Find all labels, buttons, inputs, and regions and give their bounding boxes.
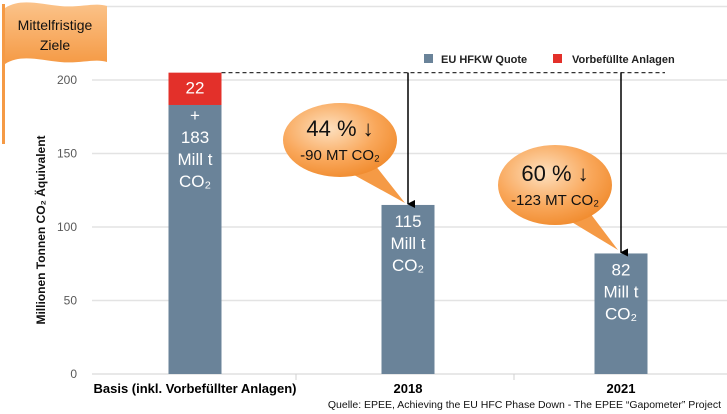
x-tick-label: Basis (inkl. Vorbefüllter Anlagen) (94, 381, 297, 396)
y-tick-label: 0 (70, 367, 77, 381)
callout-bubble (283, 103, 397, 177)
callout-tail (565, 213, 618, 250)
legend: EU HFKW Quote Vorbefüllte Anlagen (424, 54, 675, 66)
source-note: Quelle: EPEE, Achieving the EU HFC Phase… (328, 399, 721, 411)
bar-label: CO₂ (605, 304, 637, 323)
legend-swatch-vorbefuellte-anlagen (553, 54, 562, 63)
callout-bubble (498, 145, 612, 225)
bar-label: 82 (612, 260, 631, 279)
y-axis-label: Millionen Tonnen CO₂ Äquivalent (33, 135, 48, 324)
bar-segment (168, 72, 222, 105)
y-tick-label: 150 (57, 147, 77, 161)
y-tick-label: 100 (57, 220, 77, 234)
flag: Mittelfristige Ziele (2, 2, 107, 144)
flag-label-line2: Ziele (40, 37, 71, 53)
bar-label: Mill t (391, 234, 426, 253)
bar-label-top: 22 (186, 79, 205, 98)
callout-amount: -90 MT CO₂ (300, 147, 380, 164)
legend-label-vorbefuellte-anlagen: Vorbefüllte Anlagen (572, 54, 675, 66)
bar-segment (381, 204, 435, 374)
legend-swatch-eu-hfkw-quote (424, 54, 433, 63)
bar-label: Mill t (604, 282, 639, 301)
y-tick-label: 50 (64, 294, 78, 308)
callout-amount: -123 MT CO₂ (511, 192, 599, 209)
bar-label: 115 (394, 212, 421, 231)
flag-label-line1: Mittelfristige (18, 17, 93, 33)
bar-segment (168, 104, 222, 375)
bar-label: CO₂ (392, 256, 424, 275)
bar-label: 183 (181, 128, 209, 147)
bar-label: CO₂ (179, 172, 211, 191)
callout-percent: 60 % ↓ (521, 161, 588, 186)
y-tick-label: 200 (57, 73, 77, 87)
legend-label-eu-hfkw-quote: EU HFKW Quote (441, 54, 527, 66)
callout-percent: 44 % ↓ (306, 116, 373, 141)
x-tick-label: 2018 (394, 381, 423, 396)
bar-label: + (190, 106, 200, 125)
x-tick-label: 2021 (607, 381, 636, 396)
bar-label: Mill t (178, 150, 213, 169)
bar-segment (594, 253, 648, 374)
